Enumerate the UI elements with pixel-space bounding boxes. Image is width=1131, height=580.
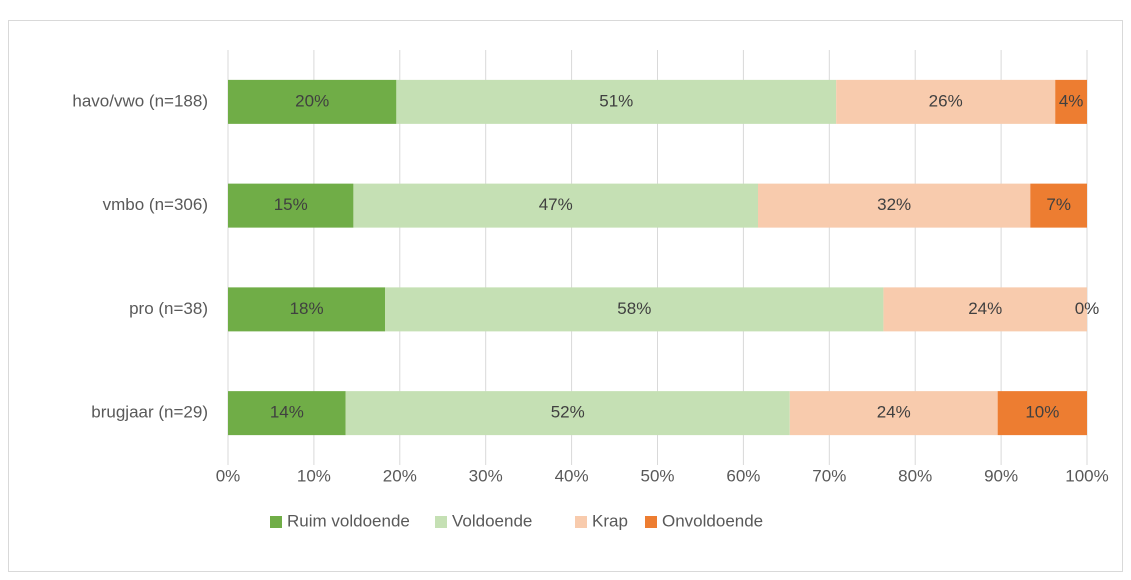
x-tick-label: 30% <box>469 466 503 485</box>
bar-segment <box>345 391 790 436</box>
legend-swatch <box>575 516 587 528</box>
x-tick-label: 90% <box>984 466 1018 485</box>
bar-segment <box>396 79 837 124</box>
x-tick-label: 70% <box>812 466 846 485</box>
bar-segment <box>1055 79 1087 124</box>
data-label: 10% <box>1025 403 1059 422</box>
x-tick-label: 100% <box>1065 466 1108 485</box>
x-tick-label: 10% <box>297 466 331 485</box>
data-label: 24% <box>968 299 1002 318</box>
bar-segment <box>385 287 884 332</box>
bar-segment <box>1030 183 1087 228</box>
legend-label: Ruim voldoende <box>287 511 410 530</box>
data-label: 0% <box>1075 299 1100 318</box>
bar-segment <box>228 183 354 228</box>
y-tick-label: havo/vwo (n=188) <box>72 91 208 110</box>
x-tick-label: 60% <box>726 466 760 485</box>
data-label: 47% <box>539 195 573 214</box>
bar-segment <box>883 287 1087 332</box>
x-tick-label: 20% <box>383 466 417 485</box>
data-label: 15% <box>274 195 308 214</box>
legend-swatch <box>645 516 657 528</box>
x-tick-label: 80% <box>898 466 932 485</box>
x-tick-label: 0% <box>216 466 241 485</box>
bar-segment <box>758 183 1031 228</box>
data-label: 26% <box>929 91 963 110</box>
x-tick-label: 40% <box>555 466 589 485</box>
legend-swatch <box>435 516 447 528</box>
bar-segment <box>228 287 386 332</box>
y-tick-label: vmbo (n=306) <box>103 195 208 214</box>
bar-segment <box>789 391 998 436</box>
legend-label: Krap <box>592 511 628 530</box>
data-label: 32% <box>877 195 911 214</box>
data-label: 58% <box>617 299 651 318</box>
data-label: 4% <box>1059 91 1084 110</box>
y-tick-label: pro (n=38) <box>129 299 208 318</box>
bar-segment <box>353 183 759 228</box>
legend-label: Voldoende <box>452 511 532 530</box>
legend-swatch <box>270 516 282 528</box>
y-tick-label: brugjaar (n=29) <box>91 403 208 422</box>
x-tick-label: 50% <box>640 466 674 485</box>
data-label: 18% <box>290 299 324 318</box>
data-label: 7% <box>1046 195 1071 214</box>
data-label: 24% <box>877 403 911 422</box>
data-label: 14% <box>270 403 304 422</box>
bar-segment <box>836 79 1056 124</box>
data-label: 51% <box>599 91 633 110</box>
bar-segment <box>997 391 1087 436</box>
data-label: 52% <box>551 403 585 422</box>
bar-segment <box>228 391 346 436</box>
data-label: 20% <box>295 91 329 110</box>
legend-label: Onvoldoende <box>662 511 763 530</box>
bar-segment <box>228 79 397 124</box>
